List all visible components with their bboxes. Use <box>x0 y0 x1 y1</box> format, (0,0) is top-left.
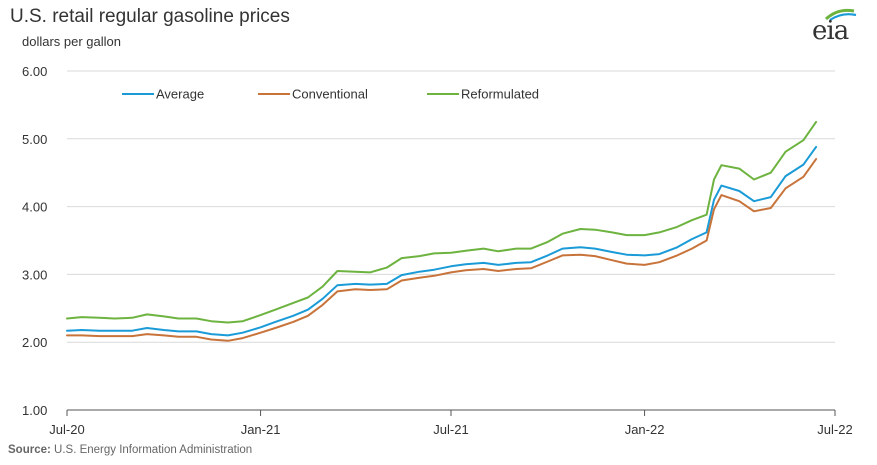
series-group <box>66 120 818 342</box>
x-tick-label: Jul-20 <box>49 422 84 437</box>
legend-label-conventional: Conventional <box>292 87 368 102</box>
y-tick-label: 2.00 <box>22 335 47 350</box>
logo-swoosh-icon <box>824 8 857 21</box>
x-tick-label: Jan-21 <box>241 422 281 437</box>
axes: 1.00 2.00 3.00 4.00 5.00 6.00 Jul-20 Jan-21 Jul-… <box>22 64 853 437</box>
x-tick-label: Jul-22 <box>817 422 852 437</box>
series-line-conventional <box>66 158 818 342</box>
y-tick-label: 3.00 <box>22 267 47 282</box>
gridlines <box>67 70 835 343</box>
source-note: Source: U.S. Energy Information Administ… <box>8 444 252 456</box>
chart-title: U.S. retail regular gasoline prices <box>10 6 290 27</box>
chart-subtitle: dollars per gallon <box>22 34 122 49</box>
legend-label-reformulated: Reformulated <box>461 87 539 102</box>
logo-text: eia <box>812 16 849 46</box>
x-tick-label: Jan-22 <box>625 422 665 437</box>
source-text: U.S. Energy Information Administration <box>50 444 253 456</box>
legend: Average Conventional Reformulated <box>122 87 539 102</box>
line-chart: 1.00 2.00 3.00 4.00 5.00 6.00 Jul-20 Jan-21 Jul-… <box>22 64 853 437</box>
y-tick-label: 5.00 <box>22 132 47 147</box>
y-tick-label: 6.00 <box>22 64 47 79</box>
y-tick-label: 4.00 <box>22 200 47 215</box>
y-tick-label: 1.00 <box>22 403 47 418</box>
eia-logo: eia <box>812 6 862 46</box>
series-line-reformulated <box>66 120 818 324</box>
x-tick-label: Jul-21 <box>433 422 468 437</box>
series-line-average <box>66 145 818 337</box>
source-label: Source: <box>8 444 51 456</box>
legend-label-average: Average <box>156 87 204 102</box>
